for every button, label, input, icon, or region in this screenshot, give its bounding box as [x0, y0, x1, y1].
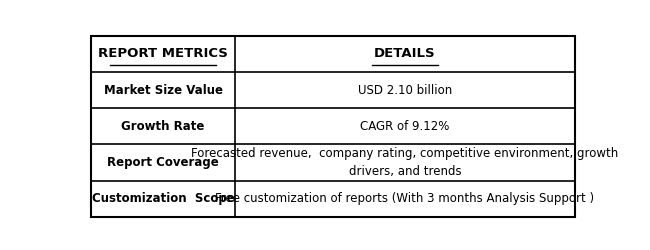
Text: Market Size Value: Market Size Value	[103, 84, 222, 96]
Text: REPORT METRICS: REPORT METRICS	[98, 47, 228, 60]
Text: Growth Rate: Growth Rate	[122, 120, 205, 133]
Text: DETAILS: DETAILS	[374, 47, 436, 60]
Text: CAGR of 9.12%: CAGR of 9.12%	[360, 120, 450, 133]
Text: Report Coverage: Report Coverage	[107, 156, 219, 169]
Text: USD 2.10 billion: USD 2.10 billion	[358, 84, 452, 96]
Text: Free customization of reports (With 3 months Analysis Support ): Free customization of reports (With 3 mo…	[215, 192, 595, 205]
Text: Forecasted revenue,  company rating, competitive environment, growth
drivers, an: Forecasted revenue, company rating, comp…	[191, 147, 619, 178]
Text: Customization  Scope: Customization Scope	[92, 192, 235, 205]
